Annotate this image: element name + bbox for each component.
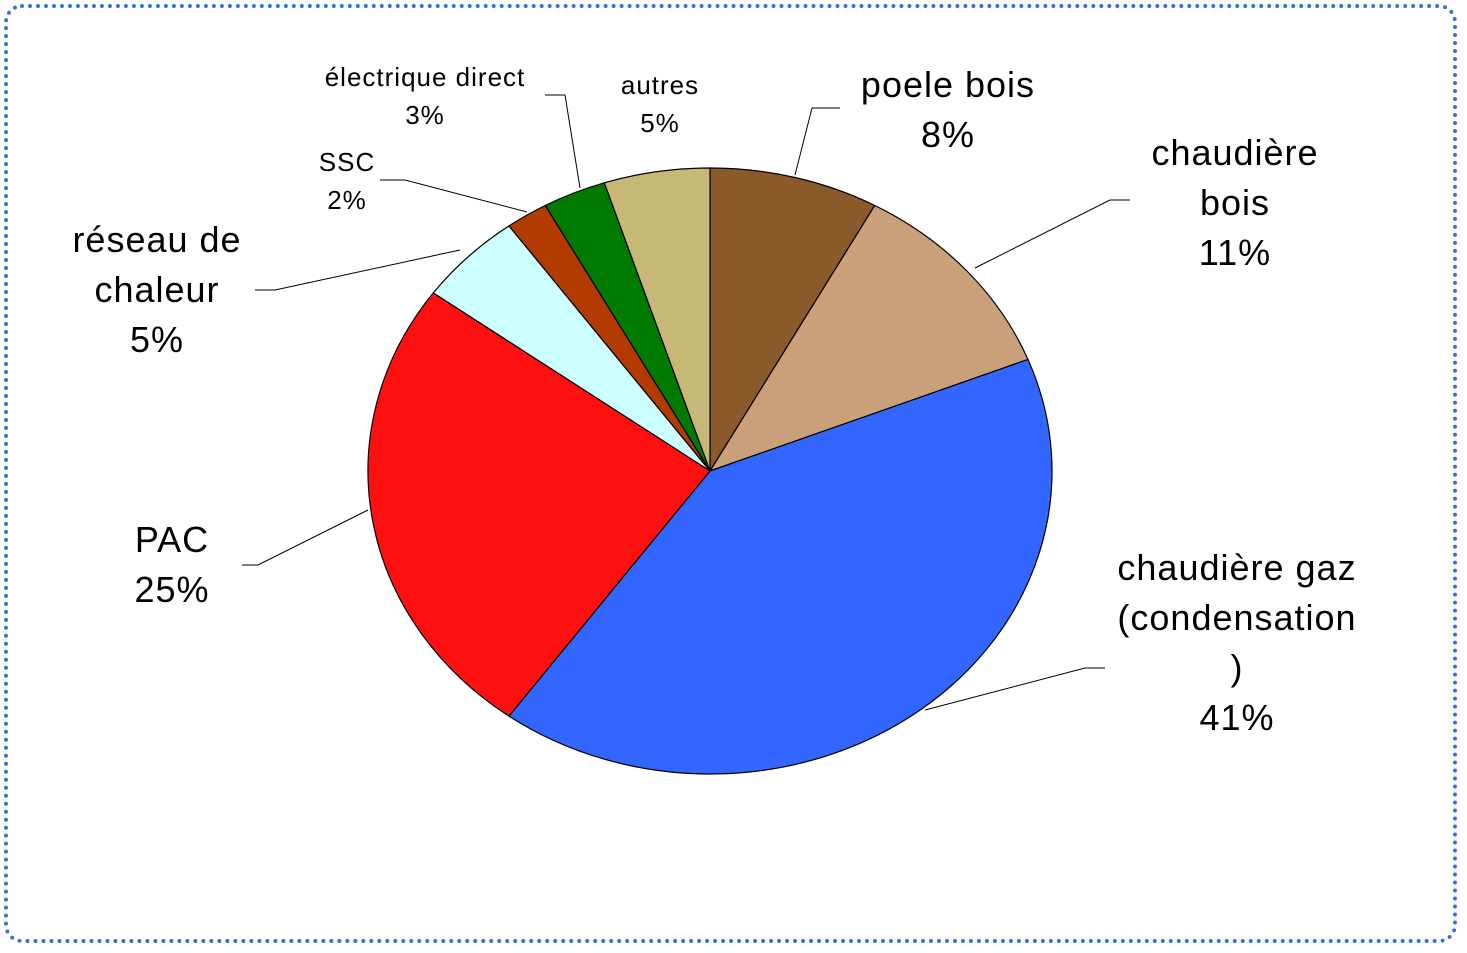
value-label: 5%	[640, 108, 680, 138]
slice-label: PAC 25%	[102, 515, 242, 615]
pie-slice	[709, 167, 876, 474]
category-label: SSC	[318, 147, 376, 177]
leader-lines	[242, 94, 1130, 711]
category-label: réseau de chaleur	[72, 219, 242, 310]
slice-label: SSC 2%	[302, 143, 392, 219]
slice-label: chaudière gaz (condensation) 41%	[1112, 543, 1362, 743]
category-label: PAC	[134, 519, 210, 560]
leader-line	[242, 509, 369, 566]
value-label: 3%	[405, 100, 445, 130]
leader-line	[974, 199, 1130, 269]
value-label: 8%	[920, 114, 976, 155]
value-label: 2%	[327, 185, 367, 215]
frame	[4, 4, 1457, 943]
slice-label: poele bois 8%	[818, 60, 1078, 160]
value-label: 11%	[1198, 232, 1272, 273]
leader-line	[255, 249, 461, 291]
slice-label: chaudière bois 11%	[1128, 128, 1343, 278]
leader-line	[545, 94, 581, 189]
slice-label: autres 5%	[590, 66, 730, 142]
value-label: 5%	[129, 319, 185, 360]
leader-line	[924, 667, 1105, 711]
pie-slice	[708, 204, 1029, 473]
pie-slice	[367, 292, 711, 717]
leader-line	[380, 179, 528, 213]
category-label: autres	[620, 70, 700, 100]
category-label: poele bois	[860, 64, 1036, 105]
leader-line	[794, 107, 840, 176]
category-label: chaudière bois	[1151, 132, 1319, 223]
pie-slice	[603, 167, 711, 472]
value-label: 25%	[134, 569, 210, 610]
pie-slice	[508, 358, 1053, 775]
slice-label: électrique direct 3%	[285, 58, 565, 134]
category-label: électrique direct	[324, 62, 526, 92]
value-label: 41%	[1199, 697, 1275, 738]
slice-label: réseau de chaleur 5%	[42, 215, 272, 365]
category-label: chaudière gaz (condensation)	[1117, 547, 1357, 688]
